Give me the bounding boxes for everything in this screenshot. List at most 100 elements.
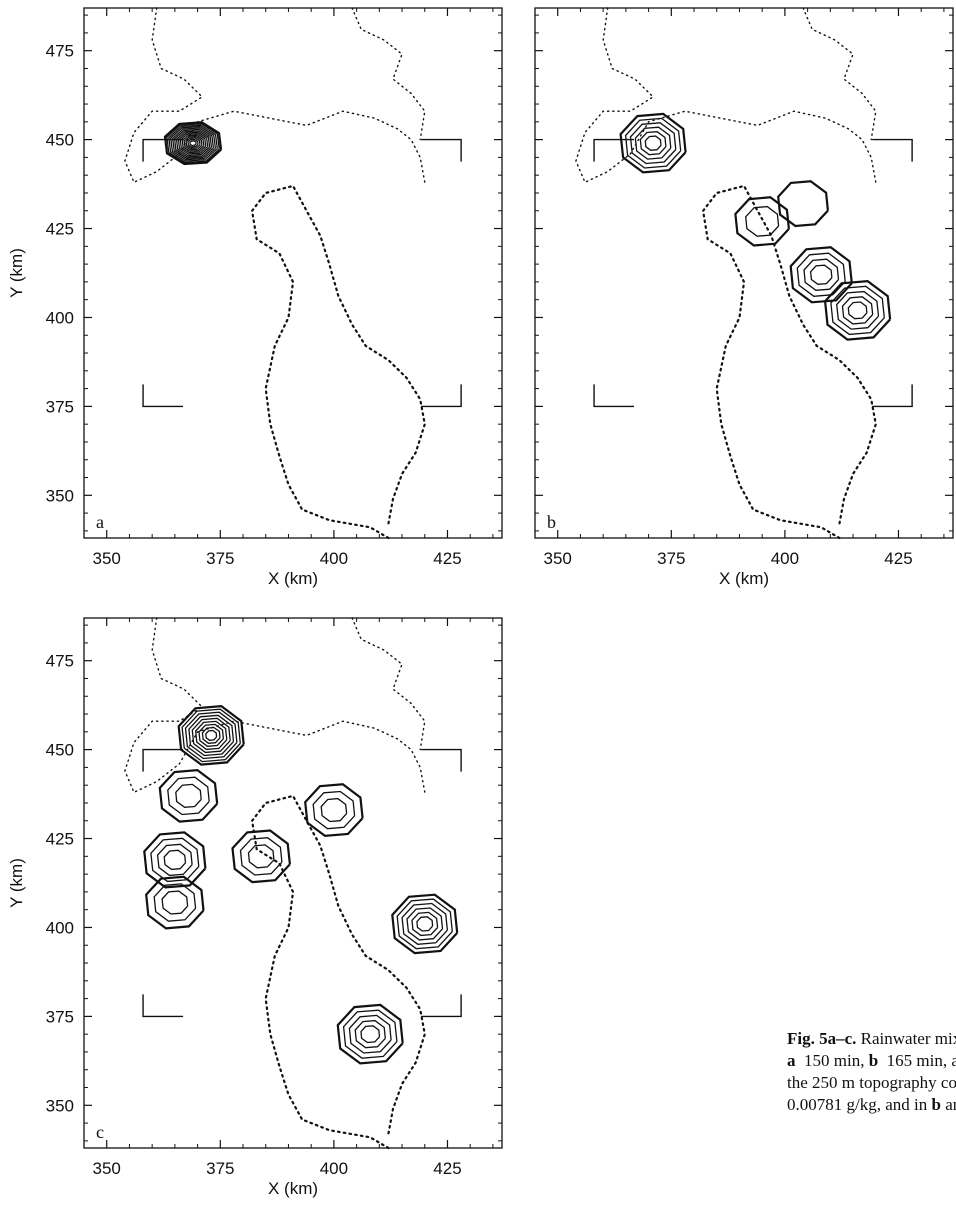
topography-contour-north <box>575 7 877 184</box>
rain-contour-6-4 <box>411 911 439 937</box>
rain-contour-0-8 <box>179 133 207 154</box>
rain-contour-4-1 <box>830 285 885 336</box>
domain-bracket-1 <box>872 138 913 162</box>
y-tick-label: 400 <box>46 918 74 937</box>
rain-contour-3-1 <box>153 883 197 922</box>
domain-bracket-2 <box>142 994 184 1018</box>
rain-contour-0-2 <box>184 711 238 760</box>
rain-contour-6-3 <box>406 907 444 941</box>
rain-contour-0-0 <box>163 121 223 166</box>
domain-bracket-3 <box>421 994 462 1018</box>
rain-contour-0-13 <box>189 140 197 147</box>
panel-c-plot: 350 375 400 425 475 450 425 400 375 350 X (km) Y (k… <box>7 617 503 1198</box>
topography-contour-peninsula <box>250 794 426 1150</box>
rain-contour-0-6 <box>198 723 225 747</box>
rain-contour-3-2 <box>161 890 189 915</box>
rain-contour-3-0 <box>145 875 205 930</box>
rain-contour-3-3 <box>809 264 833 285</box>
x-axis-label: X (km) <box>268 1179 318 1198</box>
x-tick-label: 350 <box>93 549 121 568</box>
caption-a: a <box>787 1051 796 1070</box>
y-tick-label: 375 <box>46 1007 74 1026</box>
rain-contour-0-9 <box>181 134 205 152</box>
domain-bracket-0 <box>593 138 635 162</box>
domain-bracket-1 <box>421 138 462 162</box>
panel-b-plot-area: 350 375 400 425 X (km) b <box>534 7 954 588</box>
y-tick-label: 475 <box>46 652 74 671</box>
x-axis-label: X (km) <box>719 569 769 588</box>
topography-contour-peninsula <box>250 184 426 540</box>
domain-bracket-2 <box>593 384 635 408</box>
topography-contour-northeast <box>351 617 426 751</box>
caption-line-4: 0.00781 g/kg, and in b and <box>787 1094 956 1116</box>
y-tick-label: 375 <box>46 397 74 416</box>
rain-contour-0-8 <box>205 729 218 741</box>
x-tick-label: 400 <box>320 549 348 568</box>
y-tick-label: 350 <box>46 1096 74 1115</box>
y-tick-label: 450 <box>46 741 74 760</box>
rain-contour-0-0 <box>619 112 687 174</box>
x-tick-label: 400 <box>320 1159 348 1178</box>
rain-contour-0-3 <box>188 714 235 757</box>
rain-contour-0-1 <box>624 117 682 169</box>
rain-contour-3-1 <box>796 252 846 297</box>
panel-a: 350 375 400 425 475 450 425 400 375 350 X (km) Y (k… <box>0 0 530 610</box>
x-tick-label: 375 <box>206 549 234 568</box>
rain-contour-0-3 <box>634 126 672 160</box>
rain-contour-4-4 <box>847 301 868 320</box>
rain-contour-4-3 <box>841 296 874 325</box>
rain-contour-0-1 <box>166 123 220 164</box>
rain-contour-0-2 <box>168 124 218 162</box>
y-tick-label: 475 <box>46 42 74 61</box>
topography-contour-north <box>124 7 426 184</box>
rain-contour-2-0 <box>777 180 829 228</box>
caption-text-1: Rainwater mix <box>860 1029 956 1048</box>
rain-contour-0-1 <box>181 708 241 763</box>
rain-contour-6-2 <box>401 902 449 945</box>
panel-a-plot-area: 350 375 400 425 475 450 425 400 375 350 X (km) Y (k… <box>7 7 503 588</box>
caption-a-text: 150 min, <box>804 1051 865 1070</box>
topography-contour-northeast <box>802 7 877 141</box>
panel-c-plot-area: 350 375 400 425 475 450 425 400 375 350 X (km) Y (k… <box>7 617 503 1198</box>
panel-b: 350 375 400 425 X (km) b <box>470 0 956 610</box>
rain-contour-0-3 <box>170 125 217 161</box>
caption-b-2: b <box>931 1095 941 1114</box>
caption-line-2: a 150 min, b 165 min, and <box>787 1050 956 1072</box>
plot-frame <box>83 7 503 539</box>
rain-contour-6-5 <box>416 916 434 932</box>
rain-contour-2-2 <box>156 843 193 877</box>
rain-contour-2-0 <box>143 831 207 889</box>
rain-contour-2-3 <box>163 849 187 871</box>
domain-bracket-1 <box>421 748 462 772</box>
x-tick-label: 425 <box>884 549 912 568</box>
caption-text-4: 0.00781 g/kg, and in <box>787 1095 928 1114</box>
domain-bracket-3 <box>421 384 462 408</box>
x-tick-label: 350 <box>93 1159 121 1178</box>
rain-contour-1-1 <box>745 205 780 237</box>
panel-c: 350 375 400 425 475 450 425 400 375 350 X (km) Y (k… <box>0 610 530 1217</box>
rain-contour-4-0 <box>823 279 892 341</box>
rain-contour-0-12 <box>187 138 199 148</box>
plot-frame <box>534 7 954 539</box>
panel-a-plot: 350 375 400 425 475 450 425 400 375 350 X (km) Y (k… <box>7 7 503 588</box>
y-tick-label: 425 <box>46 220 74 239</box>
rain-contour-4-0 <box>231 829 291 884</box>
rain-contour-0-4 <box>639 131 667 156</box>
rain-contour-1-0 <box>734 196 790 247</box>
rain-contour-0-2 <box>629 122 677 165</box>
rain-contour-7-0 <box>336 1003 404 1065</box>
rain-contour-5-1 <box>312 790 356 830</box>
rain-contour-0-10 <box>183 135 203 151</box>
caption-label: Fig. 5a–c. <box>787 1029 857 1048</box>
rain-contour-0-4 <box>172 127 215 159</box>
rain-contour-7-1 <box>342 1009 398 1059</box>
panel-letter: a <box>96 512 104 532</box>
rain-contour-4-2 <box>247 844 275 869</box>
y-tick-label: 425 <box>46 830 74 849</box>
x-tick-label: 375 <box>657 549 685 568</box>
domain-bracket-3 <box>872 384 913 408</box>
rain-contour-5-2 <box>320 797 348 823</box>
topography-contour-northeast <box>351 7 426 141</box>
x-tick-label: 425 <box>433 549 461 568</box>
rain-contour-4-2 <box>836 290 880 330</box>
